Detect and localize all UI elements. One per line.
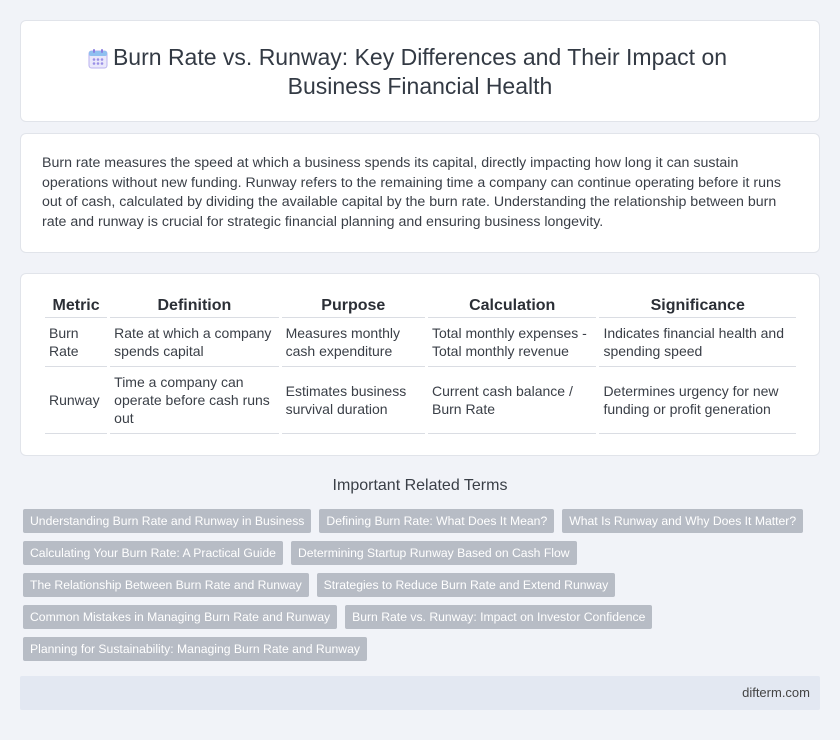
header-purpose: Purpose bbox=[281, 296, 425, 318]
footer-site-name[interactable]: difterm.com bbox=[742, 685, 810, 700]
table-cell: Indicates financial health and spending … bbox=[599, 318, 796, 367]
header-calculation: Calculation bbox=[427, 296, 597, 318]
table-header-row: Metric Definition Purpose Calculation Si… bbox=[45, 296, 796, 318]
table-cell: Rate at which a company spends capital bbox=[110, 318, 279, 367]
table-cell: Measures monthly cash expenditure bbox=[281, 318, 425, 367]
related-term-tag[interactable]: What Is Runway and Why Does It Matter? bbox=[562, 509, 804, 533]
related-term-tag[interactable]: Strategies to Reduce Burn Rate and Exten… bbox=[316, 573, 616, 597]
related-terms-list: Understanding Burn Rate and Runway in Bu… bbox=[23, 509, 813, 661]
table-row: Runway Time a company can operate before… bbox=[45, 367, 796, 434]
table-cell: Runway bbox=[45, 367, 108, 434]
calendar-icon bbox=[88, 49, 108, 69]
footer: difterm.com bbox=[20, 676, 820, 710]
table-cell: Burn Rate bbox=[45, 318, 108, 367]
title-card: Burn Rate vs. Runway: Key Differences an… bbox=[20, 20, 820, 122]
related-term-tag[interactable]: Understanding Burn Rate and Runway in Bu… bbox=[23, 509, 312, 533]
related-term-tag[interactable]: Burn Rate vs. Runway: Impact on Investor… bbox=[345, 605, 653, 629]
page-title-line-2: Business Financial Health bbox=[287, 73, 553, 99]
table-cell: Current cash balance / Burn Rate bbox=[427, 367, 597, 434]
comparison-table: Metric Definition Purpose Calculation Si… bbox=[42, 296, 799, 434]
related-term-tag[interactable]: Calculating Your Burn Rate: A Practical … bbox=[23, 541, 283, 565]
header-metric: Metric bbox=[45, 296, 108, 318]
table-cell: Determines urgency for new funding or pr… bbox=[599, 367, 796, 434]
intro-paragraph: Burn rate measures the speed at which a … bbox=[42, 155, 781, 230]
related-term-tag[interactable]: Defining Burn Rate: What Does It Mean? bbox=[319, 509, 555, 533]
table-cell: Total monthly expenses - Total monthly r… bbox=[427, 318, 597, 367]
comparison-table-card: Metric Definition Purpose Calculation Si… bbox=[20, 273, 820, 456]
related-term-tag[interactable]: The Relationship Between Burn Rate and R… bbox=[23, 573, 309, 597]
page-title: Burn Rate vs. Runway: Key Differences an… bbox=[21, 43, 819, 101]
table-cell: Time a company can operate before cash r… bbox=[110, 367, 279, 434]
header-definition: Definition bbox=[110, 296, 279, 318]
related-term-tag[interactable]: Planning for Sustainability: Managing Bu… bbox=[23, 637, 367, 661]
related-terms-heading: Important Related Terms bbox=[332, 477, 508, 494]
page-title-line-1: Burn Rate vs. Runway: Key Differences an… bbox=[112, 44, 728, 70]
table-cell: Estimates business survival duration bbox=[281, 367, 425, 434]
intro-card: Burn rate measures the speed at which a … bbox=[20, 133, 820, 253]
related-term-tag[interactable]: Determining Startup Runway Based on Cash… bbox=[290, 541, 577, 565]
related-term-tag[interactable]: Common Mistakes in Managing Burn Rate an… bbox=[23, 605, 338, 629]
header-significance: Significance bbox=[599, 296, 796, 318]
table-row: Burn Rate Rate at which a company spends… bbox=[45, 318, 796, 367]
